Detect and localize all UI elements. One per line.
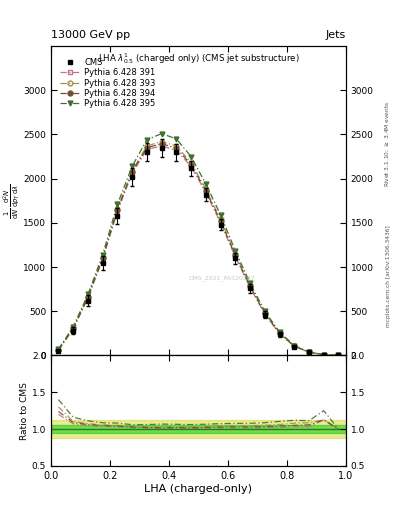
Text: LHA $\lambda^{1}_{0.5}$ (charged only) (CMS jet substructure): LHA $\lambda^{1}_{0.5}$ (charged only) (… xyxy=(98,51,299,66)
Text: CMS_2021_PAS20187: CMS_2021_PAS20187 xyxy=(189,275,255,281)
X-axis label: LHA (charged-only): LHA (charged-only) xyxy=(145,483,252,494)
Text: Jets: Jets xyxy=(325,30,346,40)
Y-axis label: $\frac{1}{\mathrm{d}N}\,\frac{\mathrm{d}^2 N}{\mathrm{d}p_T\,\mathrm{d}\lambda}$: $\frac{1}{\mathrm{d}N}\,\frac{\mathrm{d}… xyxy=(1,183,22,219)
Y-axis label: Ratio to CMS: Ratio to CMS xyxy=(20,382,29,440)
Text: 13000 GeV pp: 13000 GeV pp xyxy=(51,30,130,40)
Bar xyxy=(51,425,346,433)
Text: mcplots.cern.ch [arXiv:1306.3436]: mcplots.cern.ch [arXiv:1306.3436] xyxy=(386,226,391,327)
Bar xyxy=(51,420,346,438)
Text: Rivet 3.1.10; $\geq$ 3.4M events: Rivet 3.1.10; $\geq$ 3.4M events xyxy=(384,100,391,186)
Legend: CMS, Pythia 6.428 391, Pythia 6.428 393, Pythia 6.428 394, Pythia 6.428 395: CMS, Pythia 6.428 391, Pythia 6.428 393,… xyxy=(58,56,157,110)
